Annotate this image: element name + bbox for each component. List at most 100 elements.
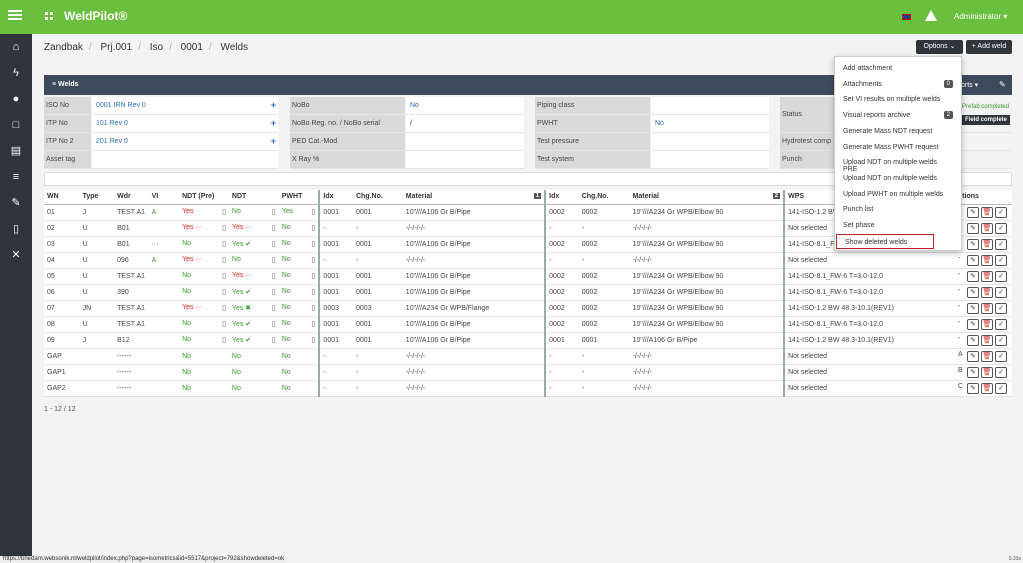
document-icon[interactable]: ▯ [311, 305, 316, 312]
dropdown-item-punch-list[interactable]: Punch list [843, 206, 874, 214]
edit-icon[interactable]: ✎ [11, 197, 21, 209]
cell-type[interactable] [79, 364, 115, 381]
document-icon[interactable]: ▯ [311, 241, 316, 248]
cell-pwht[interactable]: No ▯ [278, 316, 320, 333]
apps-grid-icon[interactable] [45, 12, 53, 20]
cell-wdr[interactable]: B12 [114, 332, 149, 349]
edit-icon[interactable]: ✎ [967, 366, 979, 378]
cell-type[interactable]: U [79, 284, 115, 301]
document-icon[interactable]: ▯ [222, 305, 226, 312]
table-row[interactable]: 09 J B12 No ▯ Yes ✔ ▯ No ▯ 0001 0001 10"///A106 … [44, 332, 1012, 349]
cell-ndt[interactable]: No [228, 380, 279, 397]
dropdown-item-visual-reports-archive[interactable]: Visual reports archive 2 [835, 108, 961, 123]
cell-ndt-pre[interactable]: No ▯ [179, 268, 229, 285]
tools-icon[interactable]: ✕ [11, 249, 21, 261]
cell-wn[interactable]: 02 [44, 220, 80, 237]
document-icon[interactable]: ▯ [271, 241, 276, 248]
cell-vi[interactable] [148, 268, 180, 285]
document-icon[interactable]: ▯ [311, 225, 316, 232]
user-icon[interactable]: ● [12, 93, 20, 105]
table-row[interactable]: 05 U TEST A1 No ▯ Yes ··· ▯ No ▯ 0001 0001 10"//… [44, 268, 1012, 285]
bolt-icon[interactable]: ϟ [13, 67, 19, 79]
col-vi[interactable]: VI [148, 190, 180, 205]
options-button[interactable]: Options ⌄ [916, 40, 963, 54]
delete-icon[interactable]: 🗑 [981, 366, 993, 378]
cell-wdr[interactable]: ------ [114, 380, 149, 397]
document-icon[interactable]: ▯ [311, 289, 316, 296]
cell-ndt-pre[interactable]: Yes ··· ▯ [179, 300, 229, 317]
document-icon[interactable]: ▯ [222, 273, 226, 280]
table-row[interactable]: 04 U 096 A Yes ··· ▯ No ▯ No ▯ - - -/-/-/-/- - - -/-… [44, 252, 1012, 269]
cell-vi[interactable] [148, 332, 180, 349]
reports-button[interactable]: orts ▾ [961, 82, 979, 89]
pencil-icon[interactable]: ✎ [999, 80, 1006, 89]
document-icon[interactable]: ▯ [222, 321, 226, 328]
menu-icon[interactable] [8, 10, 22, 20]
cell-type[interactable]: J [79, 204, 115, 221]
cell-wn[interactable]: 06 [44, 284, 80, 301]
cell-ndt-pre[interactable]: No ▯ [179, 236, 229, 253]
delete-icon[interactable]: 🗑 [981, 350, 993, 362]
edit-icon[interactable]: ✎ [967, 318, 979, 330]
check-icon[interactable]: ✓ [995, 238, 1007, 250]
edit-icon[interactable]: ✎ [967, 382, 979, 394]
col-chg-1[interactable]: Chg.No. [352, 190, 403, 205]
document-icon[interactable]: ▯ [271, 225, 276, 232]
cell-vi[interactable] [148, 316, 180, 333]
col-ndt-pre[interactable]: NDT (Pre) [179, 190, 229, 205]
cell-vi[interactable]: A [148, 252, 180, 269]
document-icon[interactable]: ▯ [311, 273, 316, 280]
document-icon[interactable]: ▯ [271, 273, 276, 280]
table-row[interactable]: GAP2 ------ No No No - - -/-/-/-/- - - -/-/-/-/- No… [44, 380, 1012, 397]
iso-no-value[interactable]: 0001 IRN Rev 0 + [92, 97, 278, 114]
test-pressure-value[interactable] [651, 133, 769, 150]
cell-wdr[interactable]: TEST A1 [114, 204, 149, 221]
cell-ndt-pre[interactable]: No ▯ [179, 284, 229, 301]
cell-vi[interactable] [148, 348, 180, 365]
cell-wn[interactable]: 03 [44, 236, 80, 253]
cell-wn[interactable]: 07 [44, 300, 80, 317]
document-icon[interactable]: ▯ [311, 209, 316, 216]
cell-ndt[interactable]: Yes ✔ ▯ [228, 332, 279, 349]
cell-pwht[interactable]: No [278, 380, 320, 397]
document-icon[interactable]: ▯ [222, 225, 226, 232]
col-wdr[interactable]: Wdr [114, 190, 149, 205]
col-ndt[interactable]: NDT [228, 190, 279, 205]
document-icon[interactable]: ▯ [271, 289, 276, 296]
cell-pwht[interactable]: No ▯ [278, 284, 320, 301]
edit-icon[interactable]: ✎ [967, 238, 979, 250]
piping-class-value[interactable] [651, 97, 769, 114]
dropdown-item-upload-ndt-on-multiple-welds-pre[interactable]: Upload NDT on multiple welds PRE [843, 159, 938, 174]
check-icon[interactable]: ✓ [995, 222, 1007, 234]
cell-vi[interactable] [148, 380, 180, 397]
cell-wdr[interactable]: ------ [114, 364, 149, 381]
cell-wdr[interactable]: 390 [114, 284, 149, 301]
cell-wn[interactable]: 01 [44, 204, 80, 221]
cell-wdr[interactable]: ------ [114, 348, 149, 365]
delete-icon[interactable]: 🗑 [981, 270, 993, 282]
document-icon[interactable]: ▯ [222, 337, 226, 344]
cell-ndt[interactable]: Yes ✔ ▯ [228, 316, 279, 333]
cell-pwht[interactable]: No ▯ [278, 332, 320, 349]
document-icon[interactable]: ▯ [311, 321, 316, 328]
document-icon[interactable]: ▯ [271, 305, 276, 312]
table-row[interactable]: 08 U TEST A1 No ▯ Yes ✔ ▯ No ▯ 0001 0001 10"///A… [44, 316, 1012, 333]
cell-vi[interactable] [148, 220, 180, 237]
dropdown-item-set-vi-results-on-multiple-welds[interactable]: Set VI results on multiple welds [843, 96, 941, 104]
delete-icon[interactable]: 🗑 [981, 222, 993, 234]
edit-icon[interactable]: ✎ [967, 286, 979, 298]
table-row[interactable]: 06 U 390 No ▯ Yes ✔ ▯ No ▯ 0001 0001 10"///A106 … [44, 284, 1012, 301]
dropdown-item-upload-ndt-on-multiple-welds[interactable]: Upload NDT on multiple welds [843, 174, 938, 182]
cell-type[interactable]: JN [79, 300, 115, 317]
dropdown-item-generate-mass-pwht-request[interactable]: Generate Mass PWHT request [843, 143, 939, 151]
cell-ndt-pre[interactable]: Yes ··· ▯ [179, 220, 229, 237]
col-idx-2[interactable]: Idx [544, 190, 579, 205]
document-icon[interactable]: ▯ [222, 241, 226, 248]
document-icon[interactable]: ▯ [222, 289, 226, 296]
table-row[interactable]: 03 U B01 ··· No ▯ Yes ✔ ▯ No ▯ 0001 0001 10"///A1… [44, 236, 1012, 253]
cell-ndt-pre[interactable]: Yes ▯ [179, 204, 229, 221]
document-icon[interactable]: ▯ [271, 321, 276, 328]
cell-type[interactable]: U [79, 316, 115, 333]
edit-icon[interactable]: ✎ [967, 254, 979, 266]
dropdown-item-add-attachment[interactable]: Add attachment [843, 65, 893, 72]
